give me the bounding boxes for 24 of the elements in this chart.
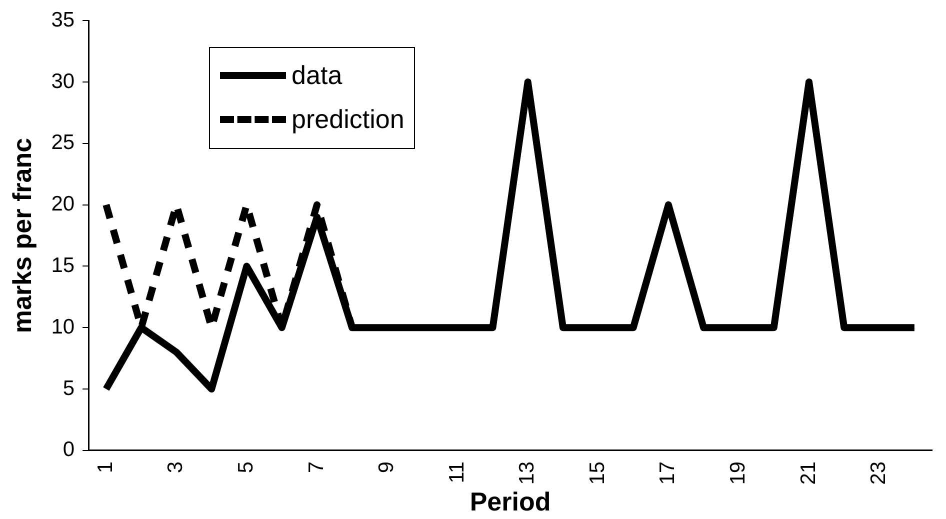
x-tick-label: 9 <box>375 461 398 474</box>
y-tick-label: 5 <box>62 376 75 400</box>
x-tick-label: 13 <box>516 461 539 485</box>
x-tick-label: 15 <box>586 461 609 485</box>
x-tick-label: 21 <box>796 461 820 485</box>
x-tick-label: 11 <box>445 461 468 484</box>
y-axis-title: marks per franc <box>6 138 37 334</box>
x-tick-label: 5 <box>234 461 258 474</box>
x-tick-label: 23 <box>867 461 890 485</box>
legend-label: data <box>292 60 342 92</box>
y-tick-label: 0 <box>62 438 75 462</box>
y-tick-label: 10 <box>51 315 75 338</box>
y-tick-label: 30 <box>51 70 75 93</box>
x-tick-label: 7 <box>304 461 328 474</box>
x-tick-label: 19 <box>726 461 750 485</box>
y-tick-label: 35 <box>51 8 75 32</box>
x-tick-label: 17 <box>656 461 680 485</box>
y-tick-label: 25 <box>51 131 75 154</box>
x-tick-label: 3 <box>164 461 188 474</box>
y-tick-label: 20 <box>51 192 75 216</box>
x-axis-title: Period <box>470 486 551 517</box>
x-tick-label: 1 <box>94 461 117 474</box>
y-tick-label: 15 <box>51 254 75 278</box>
legend-label: prediction <box>292 104 404 136</box>
